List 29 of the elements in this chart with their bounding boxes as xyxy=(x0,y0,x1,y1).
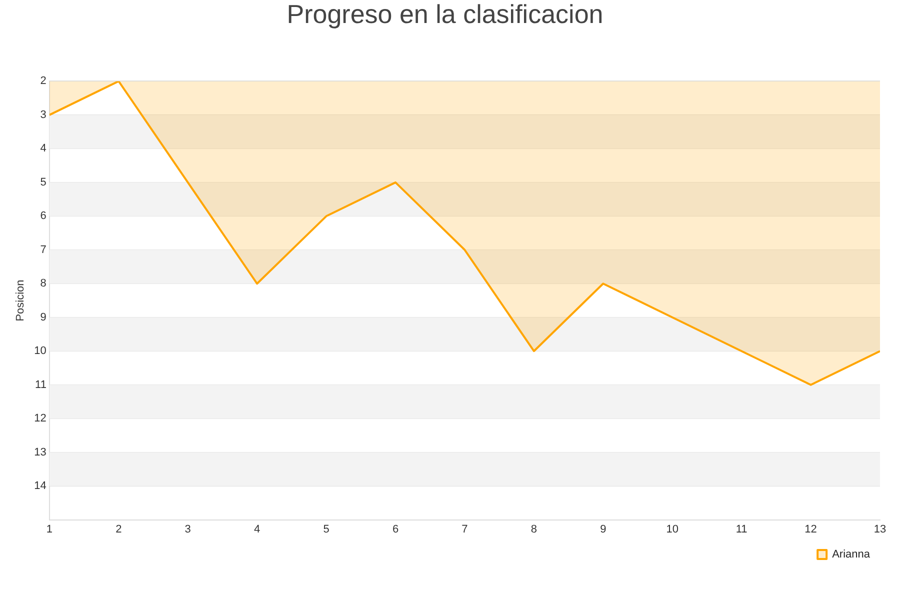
x-tick-label: 1 xyxy=(46,523,52,536)
x-tick-label: 7 xyxy=(462,523,468,536)
y-tick-label: 12 xyxy=(34,412,46,425)
y-tick-label: 6 xyxy=(40,210,46,222)
y-tick-label: 10 xyxy=(34,345,46,358)
y-tick-label: 5 xyxy=(40,176,46,188)
x-tick-label: 2 xyxy=(116,523,122,536)
y-tick-label: 13 xyxy=(34,446,46,458)
y-tick-label: 3 xyxy=(40,108,46,121)
x-tick-label: 12 xyxy=(804,523,817,536)
x-tick-label: 11 xyxy=(736,523,748,536)
y-tick-label: 7 xyxy=(40,244,46,256)
x-tick-label: 9 xyxy=(600,523,606,536)
chart-title: Progreso en la clasificacion xyxy=(286,0,604,29)
y-tick-label: 4 xyxy=(40,142,46,155)
x-tick-label: 4 xyxy=(254,523,260,536)
y-tick-label: 8 xyxy=(40,278,46,290)
y-tick-label: 11 xyxy=(35,378,46,391)
y-tick-label: 14 xyxy=(34,480,46,492)
y-axis-title: Posicion xyxy=(14,280,27,322)
x-tick-label: 13 xyxy=(874,523,886,536)
x-tick-label: 5 xyxy=(323,523,330,536)
x-tick-label: 6 xyxy=(392,523,399,536)
x-tick-label: 8 xyxy=(530,523,537,536)
x-tick-label: 3 xyxy=(184,523,191,536)
y-tick-label: 9 xyxy=(40,311,46,324)
legend-label: Arianna xyxy=(832,548,871,561)
y-tick-label: 2 xyxy=(40,75,46,88)
x-tick-label: 10 xyxy=(666,523,678,536)
